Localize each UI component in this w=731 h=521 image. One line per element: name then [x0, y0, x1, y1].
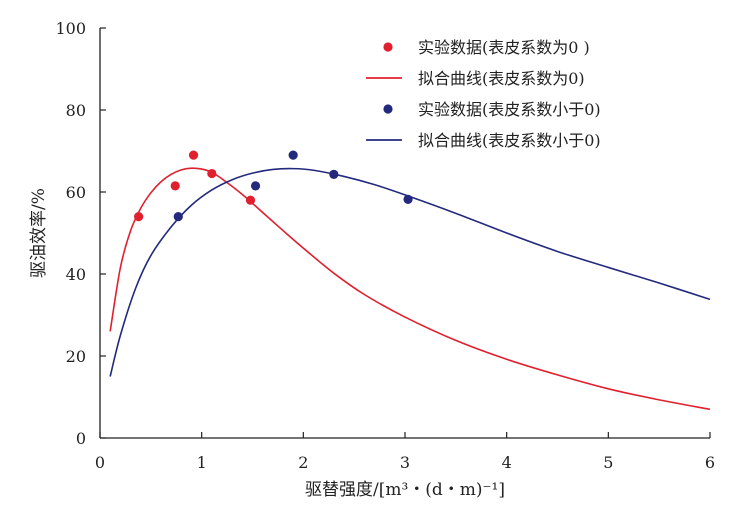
legend-item: 实验数据(表皮系数小于0)	[383, 100, 601, 119]
y-tick-label: 60	[66, 183, 86, 202]
legend: 实验数据(表皮系数为0 ) 拟合曲线(表皮系数为0) 实验数据(表皮系数小于0) 拟合…	[366, 38, 601, 150]
series-line	[109, 167, 711, 411]
series-line	[109, 167, 711, 377]
y-tick-label: 100	[55, 19, 86, 38]
data-point	[245, 195, 256, 205]
legend-marker-swatch	[383, 42, 393, 52]
legend-marker-swatch	[383, 104, 393, 114]
series-3	[109, 167, 711, 377]
data-point	[329, 169, 339, 179]
x-tick-label: 4	[502, 453, 512, 472]
series-0	[134, 150, 256, 222]
legend-label: 拟合曲线(表皮系数为0)	[418, 69, 585, 88]
data-point	[134, 212, 144, 222]
x-tick-label: 6	[705, 453, 715, 472]
plot-area	[109, 150, 711, 411]
x-axis-title: 驱替强度/[m³・(d・m)⁻¹]	[305, 480, 505, 500]
data-point	[403, 194, 413, 204]
legend-item: 拟合曲线(表皮系数小于0)	[366, 131, 601, 150]
series-2	[173, 150, 413, 222]
series-1	[109, 167, 711, 411]
x-tick-label: 3	[400, 453, 410, 472]
legend-label: 拟合曲线(表皮系数小于0)	[418, 131, 601, 150]
data-point	[188, 150, 199, 160]
legend-item: 实验数据(表皮系数为0 )	[383, 38, 590, 57]
x-tick-label: 2	[298, 453, 308, 472]
y-tick-label: 20	[66, 347, 86, 366]
x-tick-label: 5	[603, 453, 613, 472]
y-tick-label: 80	[66, 101, 86, 120]
legend-label: 实验数据(表皮系数为0 )	[418, 38, 590, 57]
y-tick-label: 0	[76, 429, 86, 448]
legend-item: 拟合曲线(表皮系数为0)	[366, 69, 585, 88]
x-tick-label: 1	[197, 453, 207, 472]
data-point	[173, 212, 183, 222]
data-point	[170, 181, 180, 191]
data-point	[207, 168, 217, 179]
y-tick-label: 40	[66, 265, 86, 284]
data-point	[288, 150, 298, 160]
data-point	[250, 181, 261, 191]
y-axis-title: 驱油效率/%	[29, 188, 49, 278]
axes	[99, 28, 710, 439]
legend-label: 实验数据(表皮系数小于0)	[418, 100, 601, 119]
x-tick-label: 0	[95, 453, 105, 472]
